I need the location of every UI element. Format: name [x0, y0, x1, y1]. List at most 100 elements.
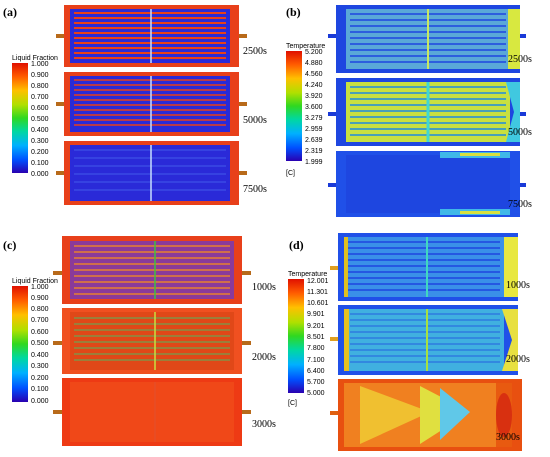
panel-a-colorbar-tick: 0.700	[31, 94, 49, 101]
panel-a-time-3: 7500s	[243, 184, 267, 195]
outlet-pipe	[239, 34, 247, 38]
panel-b-colorbar-tick: 3.279	[305, 115, 323, 122]
outlet-pipe	[242, 271, 251, 275]
panel-c-colorbar-tick: 0.200	[31, 375, 49, 382]
panel-d-frame-3: 3000s	[330, 379, 522, 451]
outlet-pipe	[520, 34, 526, 38]
panel-a-colorbar-gradient	[12, 63, 28, 173]
panel-a-colorbar-tick: 1.000	[31, 61, 49, 68]
panel-a-colorbar-tick: 0.800	[31, 83, 49, 90]
panel-b-colorbar-tick: 2.639	[305, 137, 323, 144]
panel-a-colorbar-tick: 0.100	[31, 160, 49, 167]
panel-a-label: (a)	[3, 5, 17, 19]
panel-d-colorbar-tick: 8.501	[307, 334, 325, 341]
panel-d-time-1: 1000s	[506, 280, 530, 291]
panel-c-colorbar-tick: 0.600	[31, 329, 49, 336]
panel-c-colorbar-tick: 0.300	[31, 363, 49, 370]
inlet-pipe	[328, 34, 336, 38]
panel-d-frame-2: 2000s	[330, 305, 530, 375]
outlet-pipe	[242, 341, 251, 345]
flow-wedge	[360, 386, 430, 444]
panel-d-colorbar: Temperature 12.001 11.301 10.601 9.901 9…	[288, 271, 329, 407]
inlet-pipe	[330, 266, 338, 270]
panel-a-colorbar-tick: 0.300	[31, 138, 49, 145]
frame-core	[344, 237, 504, 297]
frame-core	[344, 309, 504, 371]
frame-core	[70, 145, 230, 201]
outlet-pipe	[239, 102, 247, 106]
panel-a: (a) Liquid Fraction 1.000 0.900 0.800 0.…	[3, 5, 267, 205]
panel-d-colorbar-tick: 7.800	[307, 345, 325, 352]
panel-b-frame-1: 2500s	[328, 5, 532, 73]
panel-d-colorbar-tick: 7.100	[307, 357, 325, 364]
inlet-pipe	[56, 34, 64, 38]
panel-c-frame-3: 3000s	[53, 378, 276, 446]
panel-b: (b) Temperature 5.200 4.880 4.560 4.240 …	[286, 5, 532, 217]
panel-c-colorbar-title: Liquid Fraction	[12, 278, 58, 285]
outlet-pipe	[242, 410, 251, 414]
panel-b-colorbar-title: Temperature	[286, 43, 325, 50]
panel-d-colorbar-tick: 5.000	[307, 390, 325, 397]
panel-d: (d) Temperature 12.001 11.301 10.601 9.9…	[288, 233, 530, 451]
frame-end	[508, 9, 520, 69]
panel-a-colorbar-tick: 0.400	[31, 127, 49, 134]
panel-a-time-2: 5000s	[243, 115, 267, 126]
panel-c-frame-2: 2000s	[53, 308, 276, 374]
panel-c-colorbar-tick: 0.500	[31, 340, 49, 347]
frame-end	[504, 237, 518, 297]
inlet-edge	[344, 237, 348, 297]
panel-d-colorbar-unit: [C]	[288, 400, 297, 407]
frame-end	[506, 82, 520, 142]
panel-c-colorbar-gradient	[12, 286, 28, 402]
outlet-hotspot	[496, 393, 512, 437]
flow-wedge	[440, 388, 470, 440]
panel-a-colorbar: Liquid Fraction 1.000 0.900 0.800 0.700 …	[12, 55, 58, 178]
frame-core	[346, 155, 510, 213]
panel-b-colorbar-tick: 4.880	[305, 60, 323, 67]
panel-b-frame-2: 5000s	[328, 78, 532, 146]
panel-b-colorbar-tick: 4.240	[305, 82, 323, 89]
panel-a-colorbar-title: Liquid Fraction	[12, 55, 58, 62]
panel-a-frame-2: 5000s	[56, 72, 267, 136]
panel-c-colorbar-tick: 0.800	[31, 306, 49, 313]
panel-c-colorbar-tick: 0.000	[31, 398, 49, 405]
panel-b-label: (b)	[286, 5, 301, 19]
panel-b-colorbar-tick: 4.560	[305, 71, 323, 78]
outlet-pipe	[239, 171, 247, 175]
panel-b-colorbar-tick: 3.600	[305, 104, 323, 111]
panel-a-time-1: 2500s	[243, 46, 267, 57]
panel-b-time-1: 2500s	[508, 54, 532, 65]
panel-b-colorbar-tick: 5.200	[305, 49, 323, 56]
panel-b-colorbar-tick: 2.959	[305, 126, 323, 133]
panel-d-label: (d)	[289, 238, 304, 252]
inlet-pipe	[328, 183, 336, 187]
panel-d-colorbar-title: Temperature	[288, 271, 327, 278]
inlet-pipe	[56, 171, 64, 175]
inlet-pipe	[328, 112, 336, 116]
panel-b-time-3: 7500s	[508, 199, 532, 210]
panel-d-frame-1: 1000s	[330, 233, 530, 301]
panel-a-frame-1: 2500s	[56, 5, 267, 67]
inlet-pipe	[53, 410, 62, 414]
panel-c-time-2: 2000s	[252, 352, 276, 363]
panel-b-time-2: 5000s	[508, 127, 532, 138]
panel-c-colorbar-tick: 1.000	[31, 284, 49, 291]
panel-a-colorbar-tick: 0.000	[31, 171, 49, 178]
panel-a-colorbar-tick: 0.500	[31, 116, 49, 123]
panel-c-colorbar-tick: 0.100	[31, 386, 49, 393]
panel-b-colorbar-unit: [C]	[286, 170, 295, 177]
panel-d-colorbar-tick: 11.301	[307, 289, 328, 296]
inlet-edge	[344, 309, 349, 371]
edge-hotspot	[460, 153, 500, 156]
inlet-pipe	[56, 102, 64, 106]
panel-c: (c) Liquid Fraction 1.000 0.900 0.800 0.…	[3, 236, 276, 446]
panel-d-colorbar-tick: 12.001	[307, 278, 329, 285]
inlet-pipe	[330, 337, 338, 341]
panel-b-colorbar-tick: 1.999	[305, 159, 323, 166]
frame-core	[70, 382, 234, 442]
frame-end	[502, 309, 518, 371]
edge-hotspot	[460, 211, 500, 214]
outlet-pipe	[520, 183, 526, 187]
panel-c-time-3: 3000s	[252, 419, 276, 430]
panel-b-colorbar: Temperature 5.200 4.880 4.560 4.240 3.92…	[286, 43, 325, 177]
